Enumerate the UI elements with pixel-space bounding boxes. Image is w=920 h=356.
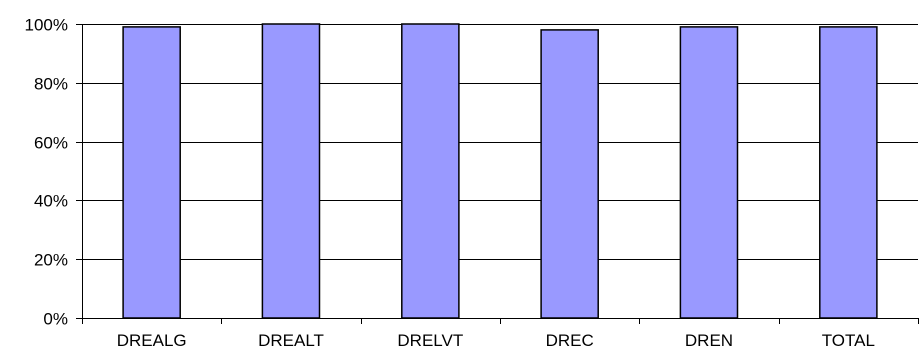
y-tick-label: 60%	[34, 134, 68, 153]
y-tick-labels: 0% 20% 40% 60% 80% 100%	[25, 16, 68, 329]
bars	[122, 23, 878, 319]
y-tick-label: 100%	[25, 16, 68, 35]
y-tick-label: 20%	[34, 251, 68, 270]
x-tick-label: DREC	[546, 331, 594, 350]
bar-drelvt	[401, 23, 460, 319]
bar-dren	[679, 26, 739, 319]
axes	[76, 24, 919, 324]
x-tick-label: DRELVT	[397, 331, 463, 350]
x-tick-labels: DREALG DREALT DRELVT DREC DREN TOTAL	[117, 331, 875, 350]
y-tick-label: 0%	[43, 310, 68, 329]
y-tick-label: 80%	[34, 75, 68, 94]
gridlines	[82, 24, 918, 260]
bar-total	[819, 26, 878, 319]
x-tick-label: DREN	[685, 331, 733, 350]
x-tick-label: TOTAL	[822, 331, 875, 350]
y-tick-label: 40%	[34, 192, 68, 211]
x-tick-label: DREALG	[117, 331, 187, 350]
bar-drealg	[122, 26, 181, 319]
x-tick-label: DREALT	[258, 331, 324, 350]
bar-drealt	[261, 23, 321, 319]
bar-drec	[540, 29, 599, 319]
